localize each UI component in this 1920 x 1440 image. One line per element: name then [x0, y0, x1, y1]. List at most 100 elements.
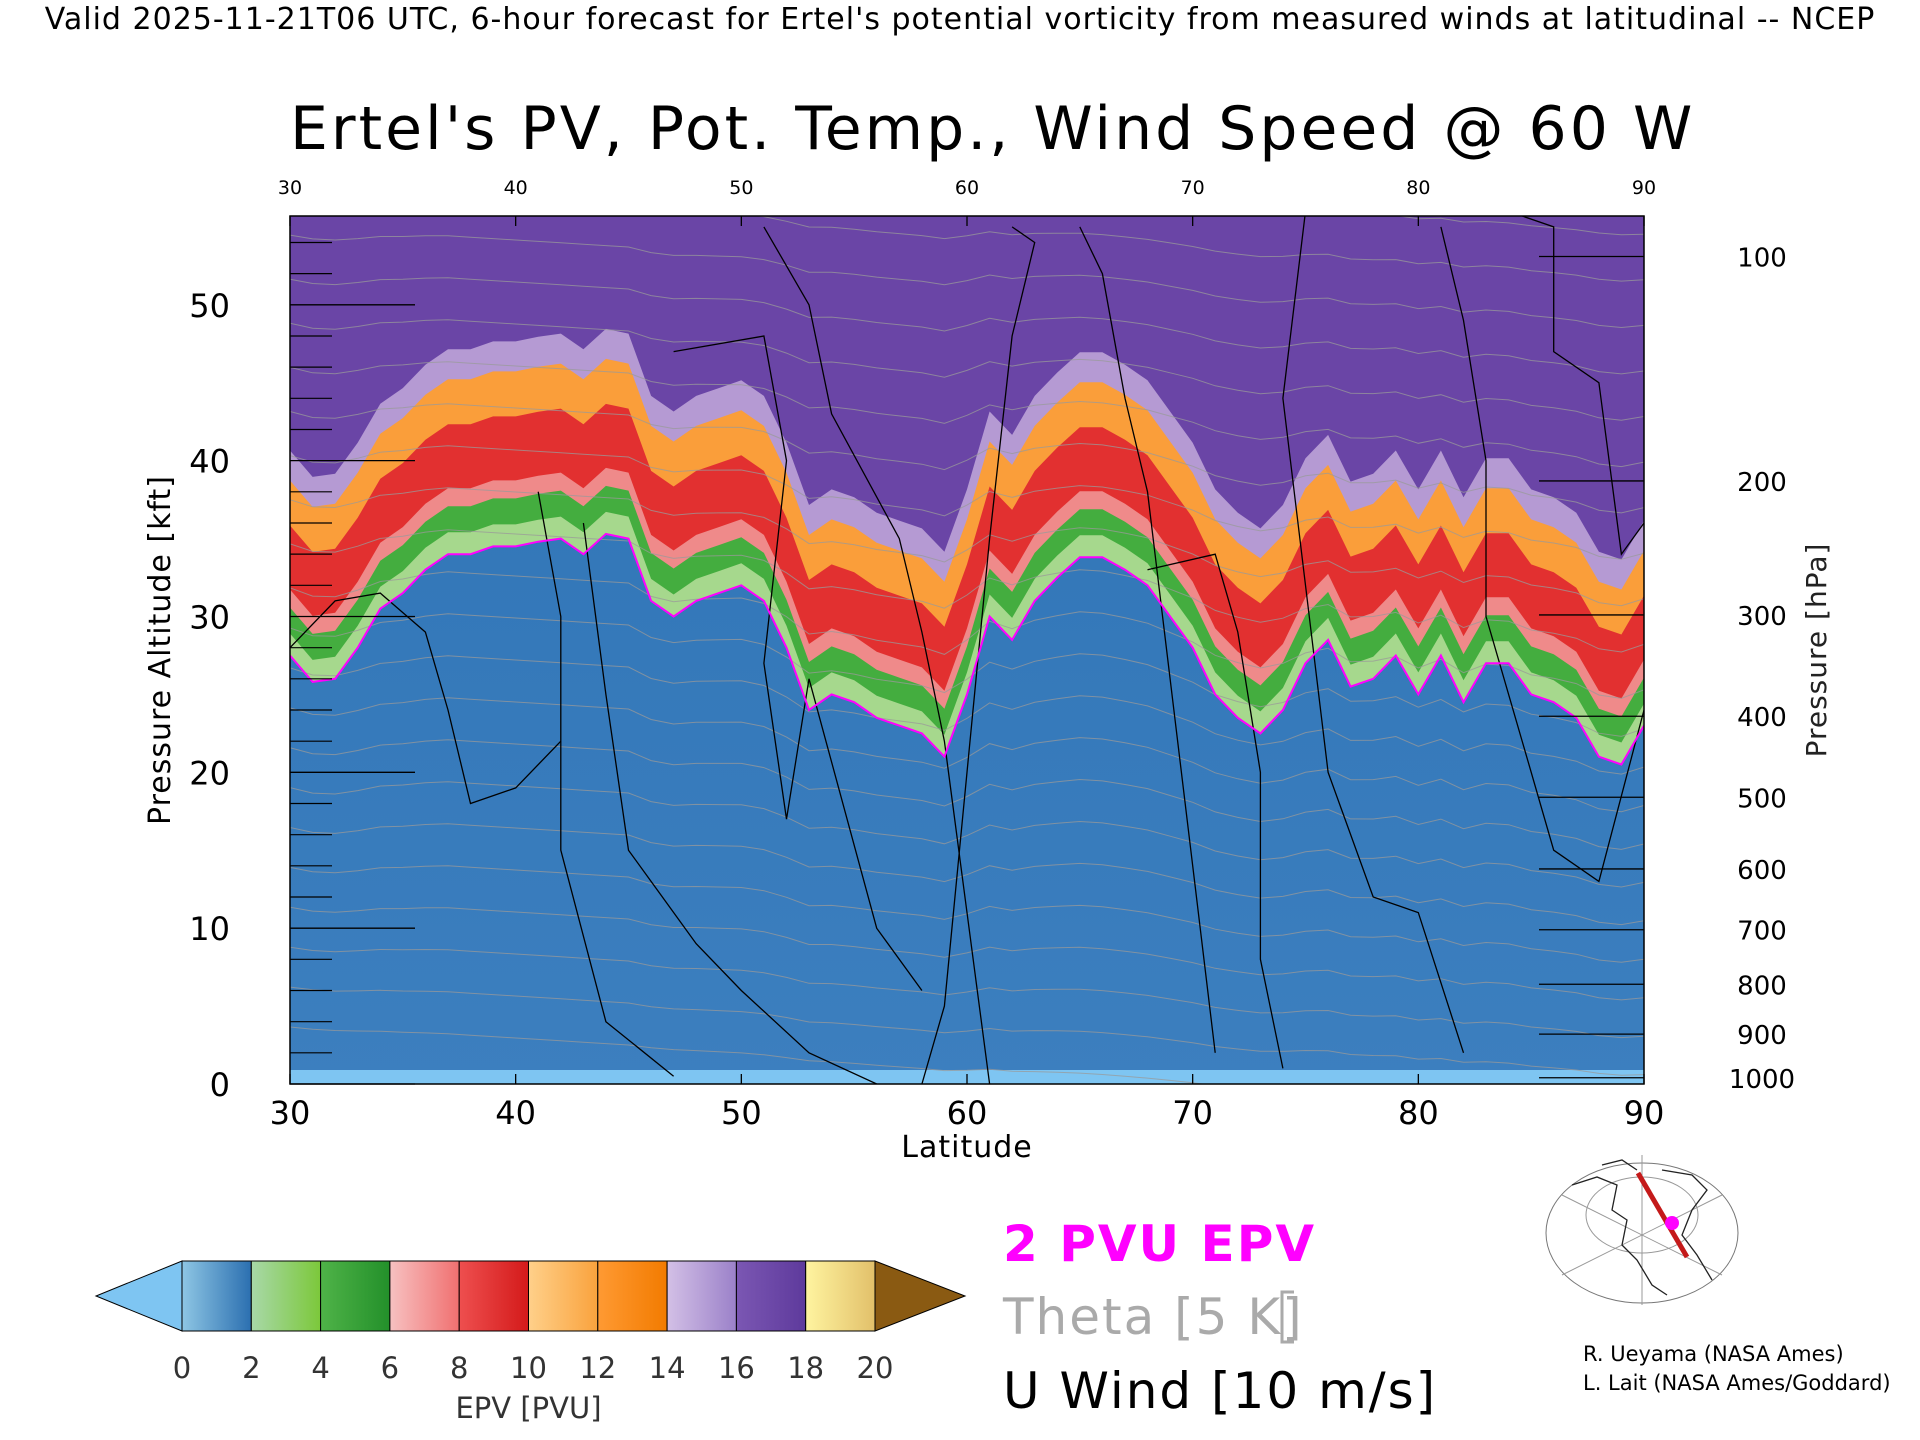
colorbar-tick-label: 10	[510, 1351, 547, 1385]
legend-2pvu: 2 PVU EPV	[1003, 1215, 1317, 1273]
pressure-tick-label: 800	[1737, 971, 1787, 1001]
map-coastline	[1571, 1159, 1713, 1296]
theta-contour	[290, 655, 1644, 775]
legend-u-wind: U Wind [10 m/s]	[1003, 1362, 1438, 1420]
u-wind-contour	[921, 226, 1036, 1084]
pressure-tick-label: 200	[1737, 468, 1787, 498]
theta-contour	[290, 613, 1644, 737]
u-wind-contour	[1520, 216, 1644, 556]
y-tick-label: 20	[189, 754, 230, 792]
map-location-dot	[1665, 1216, 1679, 1230]
pressure-tick-label: 100	[1737, 244, 1787, 274]
theta-contour	[290, 823, 1644, 926]
u-wind-contour	[763, 226, 991, 1084]
valid-header: Valid 2025-11-21T06 UTC, 6-hour forecast…	[44, 2, 1876, 37]
y-tick-label: 30	[189, 598, 230, 636]
x-axis-label: Latitude	[901, 1130, 1032, 1165]
theta-contour	[290, 445, 1644, 560]
pv-band-purple	[290, 216, 1644, 560]
colorbar-tick-label: 14	[649, 1351, 686, 1385]
colorbar-bin	[320, 1260, 391, 1332]
colorbar-tick-label: 0	[173, 1351, 191, 1385]
u-wind-contour	[673, 335, 923, 991]
y-tick-label: 0	[210, 1066, 230, 1104]
top-x-tick-label: 70	[1181, 177, 1205, 199]
u-wind-contour	[1440, 226, 1644, 883]
map-meridian	[1561, 1194, 1723, 1276]
theta-contour	[290, 906, 1644, 1001]
colorbar-bin	[458, 1260, 530, 1332]
colorbar-bin	[805, 1260, 876, 1332]
y-tick-label: 10	[189, 910, 230, 948]
theta-contour	[290, 946, 1644, 1039]
legend-bracket	[1280, 1290, 1294, 1344]
theta-contour	[290, 986, 1644, 1076]
u-wind-contour	[582, 522, 877, 1084]
theta-contour	[290, 697, 1644, 813]
theta-contour	[753, 216, 1644, 282]
theta-contour	[290, 1026, 1207, 1084]
colorbar-tick-label: 20	[857, 1351, 894, 1385]
x-tick-label: 60	[947, 1094, 988, 1132]
theta-contour	[290, 361, 1644, 468]
tropopause-2pvu-line	[290, 532, 1644, 766]
x-tick-label: 70	[1172, 1094, 1213, 1132]
colorbar-bin	[735, 1260, 807, 1332]
top-x-tick-label: 60	[955, 177, 979, 199]
top-x-tick-label: 50	[729, 177, 753, 199]
colorbar-bin	[250, 1260, 322, 1332]
pressure-tick-label: 700	[1737, 917, 1787, 947]
credit-line-1: R. Ueyama (NASA Ames)	[1583, 1342, 1844, 1366]
colorbar-bin	[597, 1260, 668, 1332]
pressure-tick-label: 300	[1737, 602, 1787, 632]
credit-line-2: L. Lait (NASA Ames/Goddard)	[1583, 1371, 1891, 1395]
u-wind-contour	[537, 491, 675, 1077]
u-wind-contour	[1282, 216, 1465, 1053]
x-tick-label: 40	[495, 1094, 536, 1132]
theta-contour	[290, 739, 1644, 850]
pressure-tick-label: 500	[1737, 784, 1787, 814]
colorbar-tick-label: 6	[381, 1351, 399, 1385]
locator-map	[1542, 1155, 1742, 1305]
u-wind-contour	[1079, 226, 1216, 1053]
y2-axis-label: Pressure [hPa]	[1800, 543, 1833, 758]
x-tick-label: 50	[721, 1094, 762, 1132]
x-tick-label: 30	[270, 1094, 311, 1132]
theta-contour	[290, 319, 1644, 421]
pressure-tick-label: 1000	[1729, 1065, 1795, 1095]
pressure-tick-label: 600	[1737, 856, 1787, 886]
pressure-tick-label: 900	[1737, 1021, 1787, 1051]
colorbar-bin	[181, 1260, 252, 1332]
y-tick-label: 40	[189, 443, 230, 481]
colorbar-tick-label: 12	[579, 1351, 616, 1385]
colorbar-tick-label: 18	[787, 1351, 824, 1385]
theta-contour	[290, 571, 1644, 699]
colorbar-bin	[666, 1260, 737, 1332]
colorbar-tick-label: 8	[450, 1351, 468, 1385]
top-x-tick-label: 80	[1406, 177, 1430, 199]
colorbar-tick-label: 16	[718, 1351, 755, 1385]
colorbar-bin	[389, 1260, 460, 1332]
colorbar-over-arrow	[874, 1260, 967, 1332]
theta-contour	[290, 277, 1644, 375]
colorbar-label: EPV [PVU]	[455, 1391, 601, 1425]
colorbar-tick-label: 2	[242, 1351, 260, 1385]
theta-contour	[290, 234, 1644, 329]
u-wind-contour	[290, 592, 562, 805]
top-x-tick-label: 30	[278, 177, 302, 199]
top-x-tick-label: 40	[504, 177, 528, 199]
legend-theta: Theta [5 K]	[1003, 1288, 1304, 1346]
x-tick-label: 90	[1624, 1094, 1665, 1132]
theta-contour	[290, 403, 1644, 514]
theta-contour	[290, 529, 1644, 653]
top-x-tick-label: 90	[1632, 177, 1656, 199]
map-cross-section-path	[1635, 1171, 1690, 1259]
pressure-tick-label: 400	[1737, 703, 1787, 733]
chart-title: Ertel's PV, Pot. Temp., Wind Speed @ 60 …	[290, 94, 1696, 164]
y-axis-label: Pressure Altitude [kft]	[143, 475, 178, 825]
x-tick-label: 80	[1398, 1094, 1439, 1132]
colorbar-tick-label: 4	[311, 1351, 329, 1385]
u-wind-contour	[1147, 553, 1284, 1069]
